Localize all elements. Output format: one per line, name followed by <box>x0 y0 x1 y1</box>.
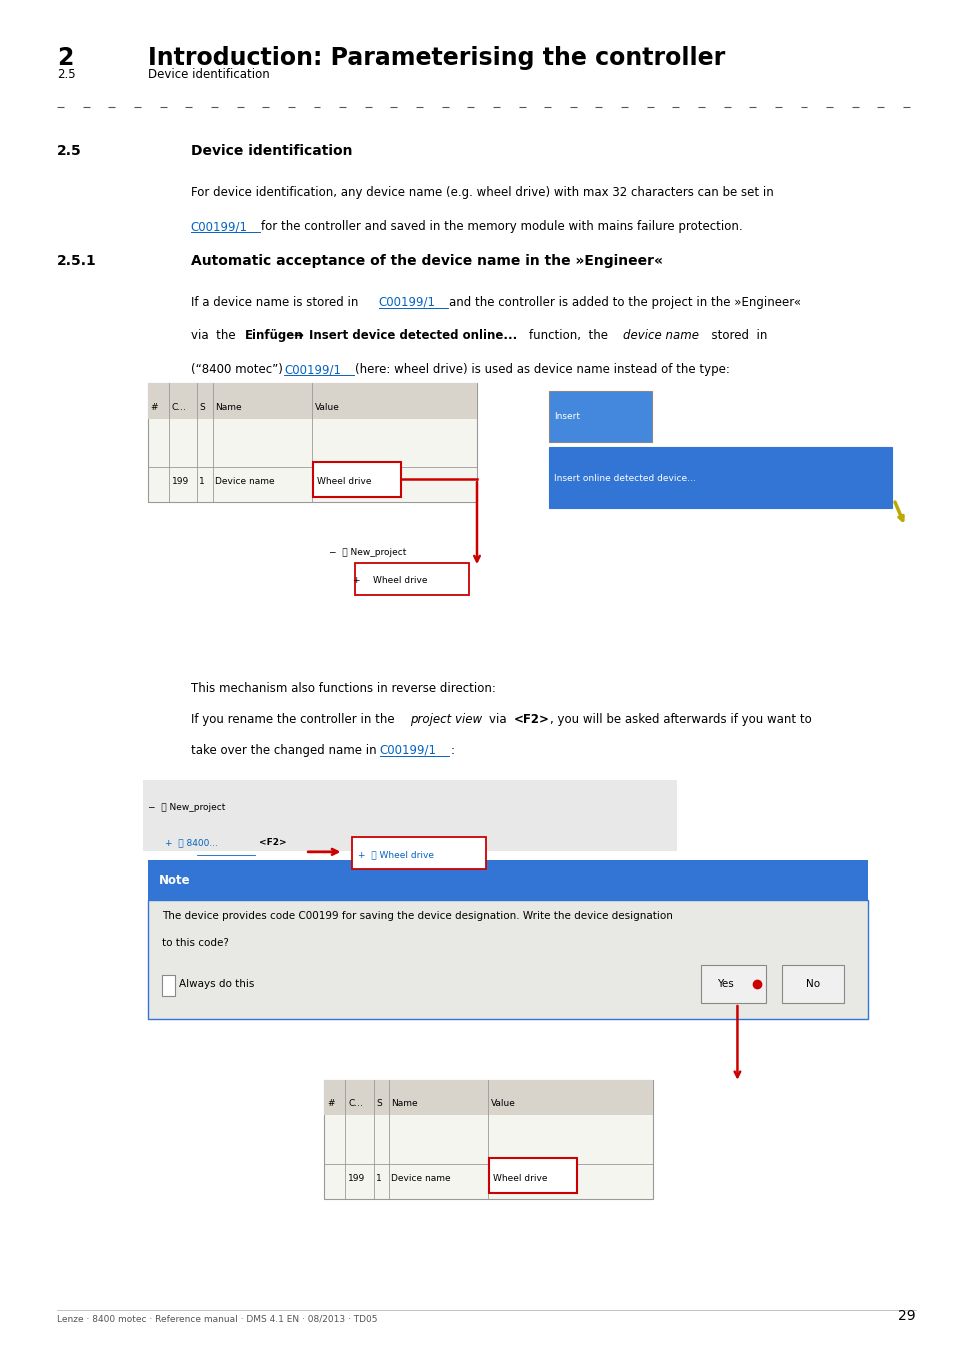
Bar <box>162 975 174 996</box>
Text: 199: 199 <box>348 1173 365 1183</box>
Text: Name: Name <box>214 402 241 412</box>
Text: No: No <box>805 979 819 990</box>
Text: −  📁 New_project: − 📁 New_project <box>148 803 225 813</box>
Bar <box>548 447 891 508</box>
Text: Device name: Device name <box>391 1173 451 1183</box>
Text: C...: C... <box>172 402 187 412</box>
Text: →: → <box>294 329 303 343</box>
Bar <box>781 965 843 1003</box>
Bar <box>313 462 400 497</box>
Text: Lenze · 8400 motec · Reference manual · DMS 4.1 EN · 08/2013 · TD05: Lenze · 8400 motec · Reference manual · … <box>57 1314 377 1323</box>
Text: Always do this: Always do this <box>179 979 254 990</box>
Text: +  💾 8400...: + 💾 8400... <box>165 838 218 848</box>
Text: Name: Name <box>391 1099 417 1108</box>
Text: Automatic acceptance of the device name in the »Engineer«: Automatic acceptance of the device name … <box>191 254 662 267</box>
Bar <box>324 1080 653 1115</box>
Text: This mechanism also functions in reverse direction:: This mechanism also functions in reverse… <box>191 682 496 695</box>
Text: Insert: Insert <box>554 412 579 421</box>
Bar <box>352 837 485 869</box>
Text: #: # <box>327 1099 335 1108</box>
Text: Einfügen: Einfügen <box>245 329 303 343</box>
Bar <box>148 383 476 502</box>
Text: 2.5.1: 2.5.1 <box>57 254 97 267</box>
Text: 199: 199 <box>172 477 189 486</box>
Text: 2: 2 <box>57 46 73 70</box>
Text: , you will be asked afterwards if you want to: , you will be asked afterwards if you wa… <box>549 713 810 726</box>
Text: C00199/1: C00199/1 <box>191 220 248 234</box>
Text: device name: device name <box>622 329 699 343</box>
Text: 1: 1 <box>375 1173 381 1183</box>
Text: C00199/1: C00199/1 <box>284 363 341 377</box>
Text: function,  the: function, the <box>529 329 616 343</box>
Bar <box>143 780 677 850</box>
Text: Yes: Yes <box>716 979 733 990</box>
Text: +: + <box>352 576 359 585</box>
Text: <F2>: <F2> <box>258 838 286 848</box>
Text: Device identification: Device identification <box>191 144 352 158</box>
Text: :: : <box>450 744 454 757</box>
Text: Wheel drive: Wheel drive <box>316 477 371 486</box>
Text: Insert online detected device...: Insert online detected device... <box>554 474 696 483</box>
Text: to this code?: to this code? <box>162 938 229 948</box>
Bar <box>700 965 765 1003</box>
Text: #: # <box>151 402 158 412</box>
Text: for the controller and saved in the memory module with mains failure protection.: for the controller and saved in the memo… <box>261 220 742 234</box>
Text: via: via <box>489 713 510 726</box>
Text: 2.5: 2.5 <box>57 144 82 158</box>
Text: C00199/1: C00199/1 <box>379 744 436 757</box>
Text: S: S <box>375 1099 381 1108</box>
Text: −  📁 New_project: − 📁 New_project <box>329 548 406 558</box>
Bar <box>548 392 651 441</box>
Text: Insert device detected online...: Insert device detected online... <box>309 329 517 343</box>
Text: Introduction: Parameterising the controller: Introduction: Parameterising the control… <box>148 46 724 70</box>
Text: C...: C... <box>348 1099 363 1108</box>
Text: take over the changed name in: take over the changed name in <box>191 744 380 757</box>
Text: If a device name is stored in: If a device name is stored in <box>191 296 361 309</box>
Text: For device identification, any device name (e.g. wheel drive) with max 32 charac: For device identification, any device na… <box>191 186 773 200</box>
Text: Wheel drive: Wheel drive <box>493 1173 547 1183</box>
Text: (“8400 motec”): (“8400 motec”) <box>191 363 290 377</box>
Text: stored  in: stored in <box>703 329 766 343</box>
Text: S: S <box>199 402 205 412</box>
Text: C00199/1: C00199/1 <box>378 296 436 309</box>
Text: Value: Value <box>314 402 339 412</box>
Bar <box>148 383 476 418</box>
Text: 2.5: 2.5 <box>57 68 76 81</box>
Text: If you rename the controller in the: If you rename the controller in the <box>191 713 397 726</box>
Text: +  💾 Wheel drive: + 💾 Wheel drive <box>357 850 434 859</box>
Text: and the controller is added to the project in the »Engineer«: and the controller is added to the proje… <box>449 296 801 309</box>
Text: The device provides code C00199 for saving the device designation. Write the dev: The device provides code C00199 for savi… <box>162 911 673 921</box>
Bar <box>324 1080 653 1199</box>
Text: (here: wheel drive) is used as device name instead of the type:: (here: wheel drive) is used as device na… <box>355 363 729 377</box>
Text: project view: project view <box>410 713 482 726</box>
Text: Device identification: Device identification <box>148 68 270 81</box>
Bar <box>489 1158 577 1193</box>
Text: Device name: Device name <box>214 477 274 486</box>
Bar <box>148 860 867 900</box>
Text: Note: Note <box>159 873 191 887</box>
Text: Wheel drive: Wheel drive <box>373 576 427 585</box>
Text: <F2>: <F2> <box>513 713 549 726</box>
Text: 1: 1 <box>199 477 205 486</box>
Text: via  the: via the <box>191 329 243 343</box>
Bar <box>148 900 867 1019</box>
Text: 29: 29 <box>898 1310 915 1323</box>
Text: Value: Value <box>491 1099 516 1108</box>
Bar <box>355 563 469 595</box>
